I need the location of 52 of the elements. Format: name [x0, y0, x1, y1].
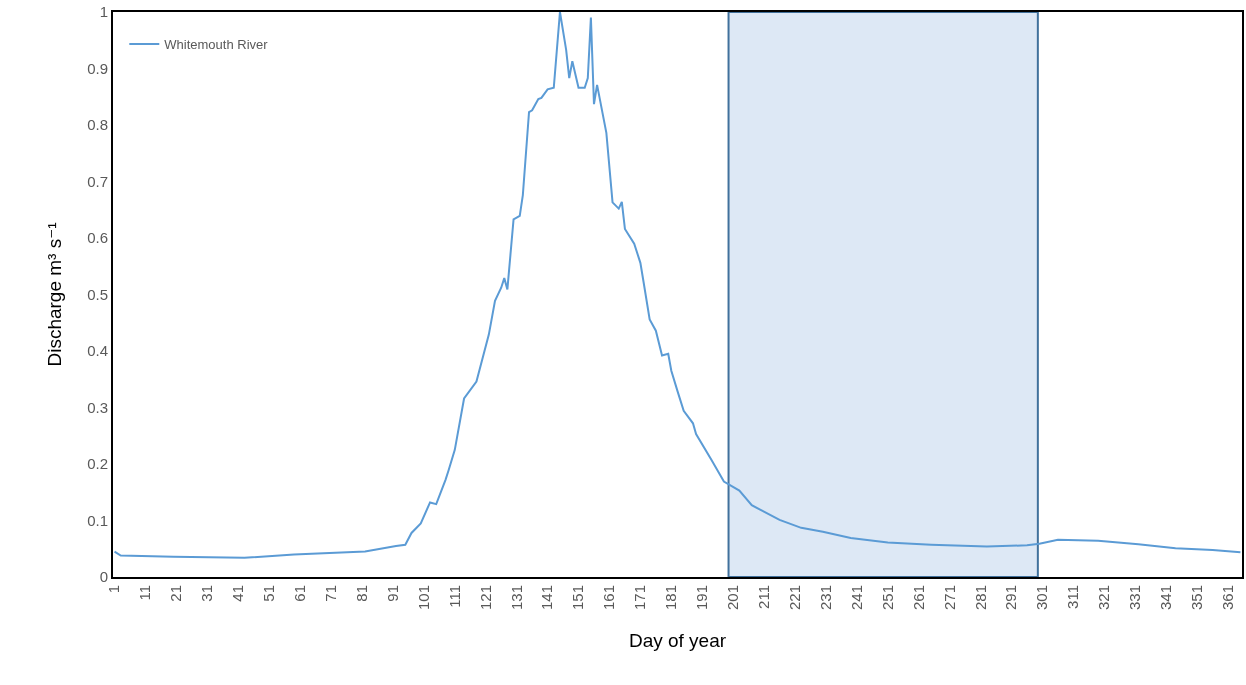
y-tick-label: 0.5	[87, 285, 108, 303]
y-tick-label: 0	[99, 568, 108, 586]
x-tick-label: 211	[754, 585, 772, 609]
y-tick-label: 0.8	[87, 116, 108, 134]
y-tick-label: 0.9	[87, 59, 108, 77]
x-tick-label: 291	[1002, 585, 1020, 611]
y-tick-label: 0.6	[87, 229, 108, 247]
y-tick-label: 1	[99, 3, 108, 21]
x-tick-label: 101	[414, 585, 432, 611]
x-tick-label: 121	[476, 585, 494, 611]
x-tick-label: 161	[600, 585, 618, 611]
y-tick-label: 0.4	[87, 342, 108, 360]
x-tick-label: 171	[631, 585, 649, 611]
legend-label: Whitemouth River	[164, 36, 269, 52]
y-axis-title: Discharge m³ s⁻¹	[44, 222, 66, 367]
x-tick-label: 281	[971, 585, 989, 611]
x-tick-label: 331	[1126, 585, 1144, 611]
x-tick-label: 111	[445, 585, 463, 608]
x-tick-label: 81	[352, 585, 370, 602]
x-tick-label: 241	[847, 585, 865, 611]
y-tick-label: 0.3	[87, 398, 108, 416]
x-tick-label: 191	[693, 585, 711, 611]
x-tick-label: 261	[909, 585, 927, 611]
x-tick-label: 361	[1218, 585, 1236, 611]
x-tick-label: 1	[105, 585, 123, 594]
x-tick-label: 131	[507, 585, 525, 611]
x-tick-label: 311	[1064, 585, 1082, 609]
x-tick-label: 251	[878, 585, 896, 611]
x-tick-label: 201	[724, 585, 742, 611]
x-tick-label: 11	[136, 585, 154, 601]
x-tick-label: 141	[538, 585, 556, 611]
line-series	[113, 12, 1242, 559]
y-tick-label: 0.2	[87, 455, 108, 473]
x-axis-title: Day of year	[628, 630, 727, 652]
x-tick-label: 151	[569, 585, 587, 611]
x-tick-label: 321	[1095, 585, 1113, 611]
x-tick-label: 271	[940, 585, 958, 611]
x-tick-label: 91	[383, 585, 401, 602]
y-tick-label: 0.1	[87, 511, 108, 529]
y-tick-label: 0.7	[87, 172, 108, 190]
x-tick-label: 181	[662, 585, 680, 611]
x-tick-label: 61	[291, 585, 309, 602]
x-tick-label: 31	[198, 585, 216, 602]
x-tick-label: 221	[785, 585, 803, 611]
x-tick-label: 21	[167, 585, 185, 602]
x-tick-label: 231	[816, 585, 834, 611]
x-tick-label: 71	[321, 585, 339, 602]
x-tick-label: 301	[1033, 585, 1051, 611]
x-tick-label: 41	[229, 585, 247, 602]
x-tick-label: 351	[1188, 585, 1206, 611]
x-tick-label: 341	[1157, 585, 1175, 611]
x-tick-label: 51	[260, 585, 278, 602]
